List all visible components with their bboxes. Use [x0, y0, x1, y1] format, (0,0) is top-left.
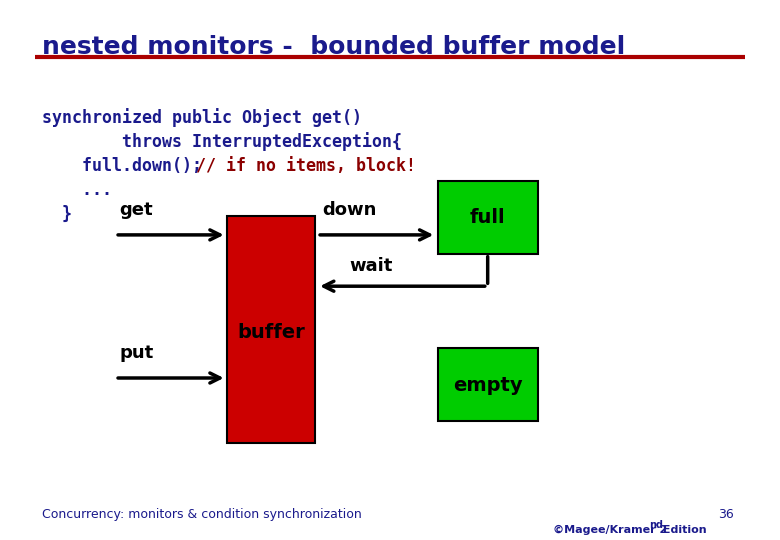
Text: throws InterruptedException{: throws InterruptedException{: [42, 132, 402, 151]
Text: empty: empty: [453, 375, 523, 395]
Text: nested monitors -  bounded buffer model: nested monitors - bounded buffer model: [42, 35, 626, 59]
Bar: [226, 216, 315, 443]
Text: full: full: [470, 208, 505, 227]
Bar: [438, 348, 537, 421]
Text: buffer: buffer: [237, 322, 305, 342]
Text: // if no items, block!: // if no items, block!: [196, 157, 416, 174]
Text: ...: ...: [42, 181, 112, 199]
Text: full.down();: full.down();: [42, 157, 212, 174]
Text: get: get: [119, 201, 153, 219]
Text: 36: 36: [718, 508, 733, 521]
Text: put: put: [119, 344, 154, 362]
Text: down: down: [323, 201, 377, 219]
Text: Edition: Edition: [659, 524, 707, 535]
Text: ©Magee/Kramer 2: ©Magee/Kramer 2: [553, 524, 667, 535]
Text: nd: nd: [649, 520, 663, 530]
Text: }: }: [42, 205, 73, 223]
Bar: [438, 181, 537, 254]
Text: Concurrency: monitors & condition synchronization: Concurrency: monitors & condition synchr…: [42, 508, 362, 521]
Text: wait: wait: [349, 258, 393, 275]
Text: synchronized public Object get(): synchronized public Object get(): [42, 108, 362, 127]
